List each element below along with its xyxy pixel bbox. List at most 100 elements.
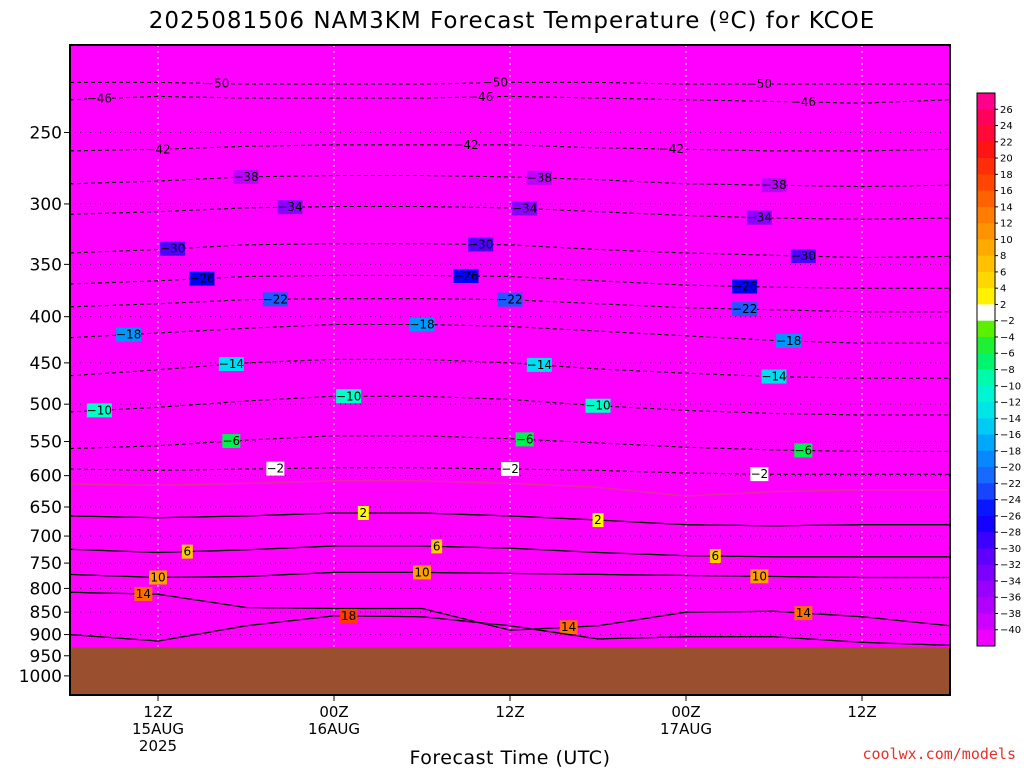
colorbar-swatch <box>977 418 995 436</box>
colorbar-swatch <box>977 320 995 338</box>
isotherm-line <box>70 571 950 579</box>
colorbar-swatch <box>977 93 995 110</box>
colorbar-tick-label: 4 <box>1000 284 1006 295</box>
isotherm-label-bg <box>204 76 230 91</box>
y-tick-label: 850 <box>30 603 62 623</box>
colorbar-swatch <box>977 597 995 614</box>
colorbar-swatch <box>977 434 995 452</box>
x-tick-label: 00Z <box>319 703 348 721</box>
isotherm-label-bg <box>761 369 787 384</box>
isotherm-label: −6 <box>516 432 534 446</box>
x-tick-label: 15AUG <box>132 720 184 738</box>
colorbar-tick-label: −38 <box>1000 609 1021 620</box>
isotherm-label: −6 <box>794 443 812 457</box>
isotherm-label-bg <box>585 398 611 413</box>
x-tick-label: 2025 <box>139 737 177 755</box>
x-tick-label: 12Z <box>143 703 172 721</box>
isotherm-label: −46 <box>468 90 493 104</box>
isotherm-label: −30 <box>791 249 816 263</box>
isotherm-label-bg <box>794 443 813 458</box>
isotherm-label: −42 <box>453 138 478 152</box>
colorbar-tick-label: 26 <box>1000 105 1013 116</box>
colorbar-tick-label: −30 <box>1000 544 1021 555</box>
isotherm-label: −14 <box>761 370 786 384</box>
isotherm-label-bg <box>497 292 523 307</box>
colorbar-swatch <box>977 564 995 582</box>
isotherm-label-bg <box>750 467 769 482</box>
isotherm-label-bg <box>116 327 142 342</box>
y-tick-label: 950 <box>30 647 62 667</box>
colorbar-swatch <box>977 613 995 631</box>
isotherm-label: −10 <box>585 399 610 413</box>
colorbar-swatch <box>977 190 995 208</box>
colorbar: 26 24 22 20 18 16 14 12 10 8 6 4 2 −2 −4 −6 −8 −10 −12 −14 −… <box>976 92 1021 647</box>
colorbar-swatch <box>977 548 995 566</box>
isotherm-label: 2 <box>594 513 602 527</box>
isotherm-label: −42 <box>145 142 170 156</box>
isotherm-label-bg <box>86 403 112 418</box>
isotherm-label: −2 <box>750 467 768 481</box>
colorbar-swatch <box>977 109 995 127</box>
isotherm-label-bg <box>357 505 369 520</box>
isotherm-label-bg <box>336 389 362 404</box>
isotherm-label-bg <box>453 137 479 152</box>
isotherm-label-bg <box>453 268 479 283</box>
isotherm-label-bg <box>790 249 816 264</box>
isotherm-label-bg <box>746 77 772 92</box>
isotherm-label-bg <box>413 565 431 580</box>
colorbar-tick-label: −10 <box>1000 381 1021 392</box>
isotherm-label-bg <box>431 539 443 554</box>
isotherm-label: −18 <box>116 328 141 342</box>
isotherm-label: −2 <box>501 462 519 476</box>
isotherm-label-bg <box>262 292 288 307</box>
isotherm-label-bg <box>761 178 787 193</box>
below-ground-mask <box>70 647 950 695</box>
colorbar-tick-label: −34 <box>1000 576 1021 587</box>
isotherm-label: −38 <box>527 171 552 185</box>
colorbar-tick-label: −40 <box>1000 625 1021 636</box>
colorbar-tick-label: 12 <box>1000 219 1013 230</box>
colorbar-swatch <box>977 515 995 533</box>
isotherm-label: −34 <box>277 200 302 214</box>
isotherm-label-bg <box>746 210 772 225</box>
y-tick-label: 300 <box>30 195 62 215</box>
colorbar-tick-label: −18 <box>1000 446 1021 457</box>
colorbar-swatch <box>977 532 995 549</box>
x-tick-label: 12Z <box>847 703 876 721</box>
credit-text: coolwx.com/models <box>862 745 1016 763</box>
x-tick-label: 12Z <box>495 703 524 721</box>
colorbar-swatch <box>977 239 995 257</box>
isotherm-label: −22 <box>497 293 522 307</box>
isotherm-contours: −50 −50 −50−46 −46 −46−42 −42 −42−38 −38−38−34−… <box>70 75 950 646</box>
colorbar-tick-label: −28 <box>1000 528 1021 539</box>
isotherm-label: −6 <box>222 434 240 448</box>
colorbar-tick-label: 20 <box>1000 154 1013 165</box>
isotherm-line <box>70 545 950 558</box>
isotherm-label-bg <box>468 89 494 104</box>
isotherm-label-bg <box>468 237 494 252</box>
isotherm-line <box>70 615 950 646</box>
isotherm-line <box>70 480 950 497</box>
isotherm-line <box>70 512 950 527</box>
isotherm-label: −10 <box>336 389 361 403</box>
colorbar-swatch <box>977 499 995 517</box>
isotherm-label: −50 <box>747 77 772 91</box>
y-axis-ticks: 250 300 350 400 450 500 550 600 650 700 750 800 850 9… <box>19 123 70 687</box>
isotherm-label-bg <box>776 333 802 348</box>
isotherm-label: 6 <box>712 549 720 563</box>
x-tick-label: 16AUG <box>308 720 360 738</box>
isotherm-label: −26 <box>732 279 757 293</box>
y-tick-label: 650 <box>30 498 62 518</box>
isotherm-label: −30 <box>468 237 493 251</box>
isotherm-label-bg <box>189 271 215 286</box>
isotherm-label: −18 <box>776 334 801 348</box>
y-tick-label: 750 <box>30 554 62 574</box>
isotherm-label-bg <box>709 549 721 564</box>
colorbar-swatch <box>977 271 995 289</box>
isotherm-label-bg <box>149 570 167 585</box>
isotherm-label: −50 <box>204 77 229 91</box>
colorbar-tick-label: −4 <box>1000 332 1015 343</box>
isotherm-label-bg <box>409 317 435 332</box>
isotherm-label-bg <box>277 200 303 215</box>
colorbar-tick-label: −36 <box>1000 593 1021 604</box>
